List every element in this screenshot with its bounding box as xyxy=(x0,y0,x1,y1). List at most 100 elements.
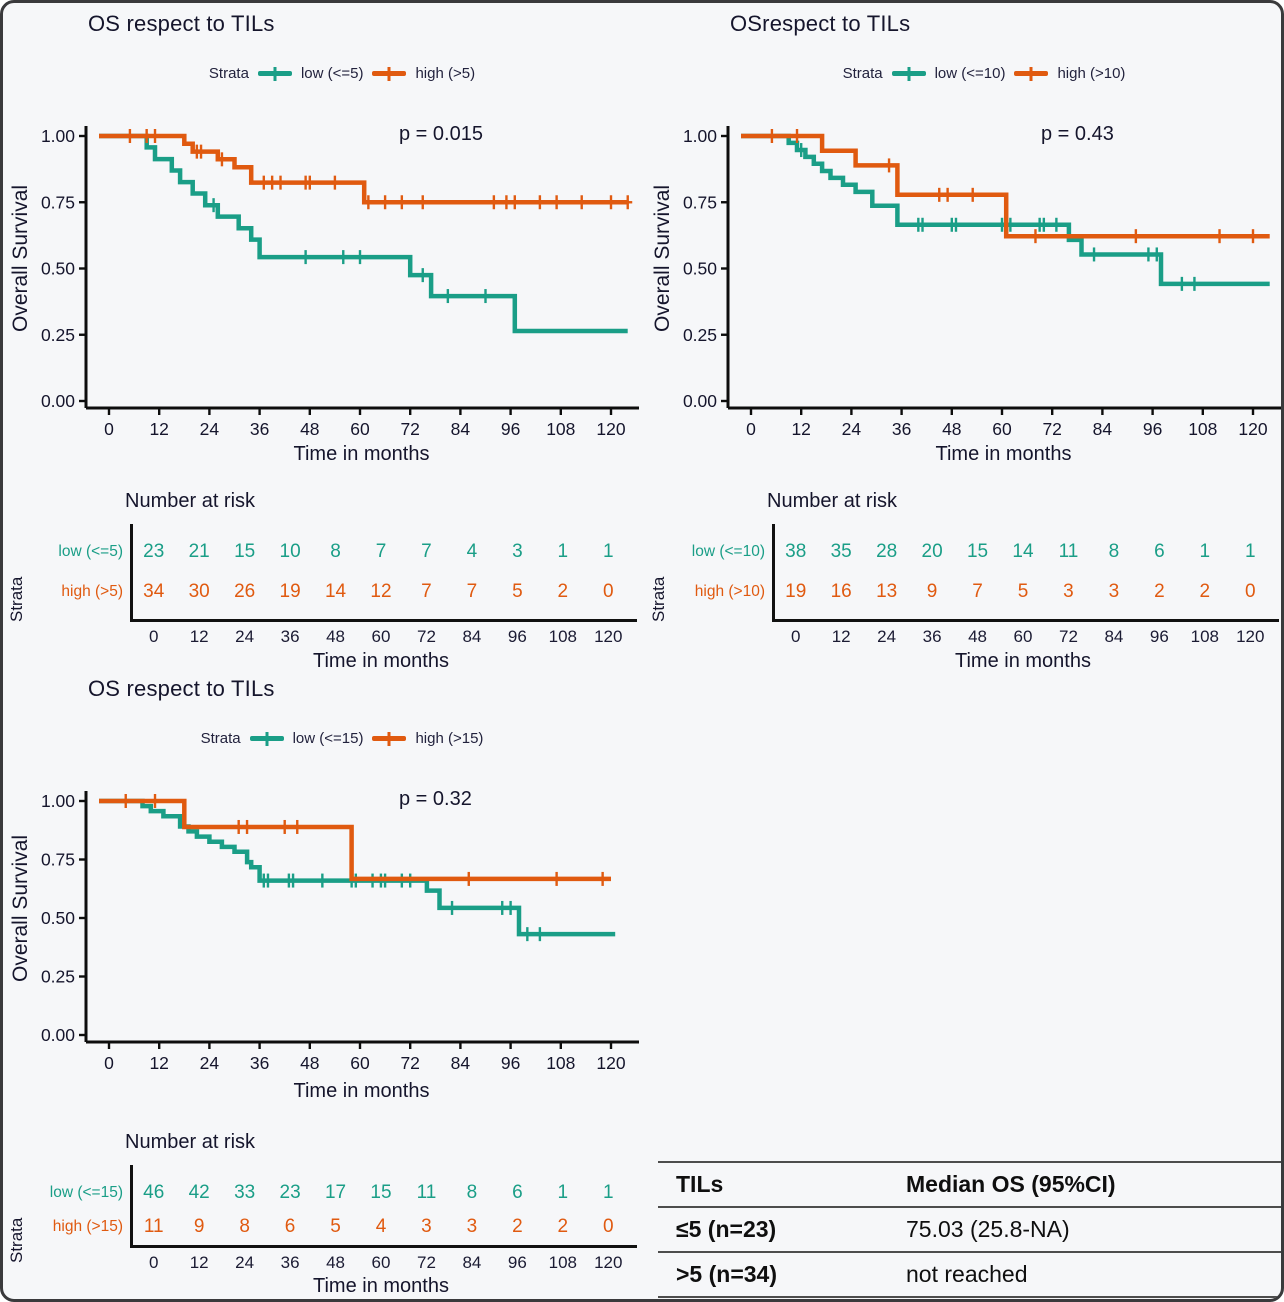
risk-count: 0 xyxy=(602,581,614,602)
y-tick-label: 1.00 xyxy=(41,126,75,146)
risk-row-label: low (<=10) xyxy=(691,543,765,560)
risk-count: 1 xyxy=(1199,541,1211,562)
km-curve-low xyxy=(99,798,616,937)
risk-count: 30 xyxy=(188,581,210,602)
x-tick-label: 36 xyxy=(250,1053,269,1073)
risk-count: 23 xyxy=(143,541,165,562)
x-tick-label: 36 xyxy=(250,419,269,439)
table-cell-median: 75.03 (25.8-NA) xyxy=(906,1216,1070,1242)
legend: Strata low (<=15) high (>15) xyxy=(3,730,645,747)
risk-count: 1 xyxy=(557,541,569,562)
risk-count: 5 xyxy=(1017,581,1029,602)
risk-tick-label: 0 xyxy=(790,627,801,646)
risk-axis-ticks: 0 12 24 36 48 60 72 84 96 108 120 xyxy=(645,624,1281,650)
risk-x-axis-label: Time in months xyxy=(313,1275,449,1297)
risk-tick-label: 36 xyxy=(280,1253,300,1272)
y-tick-label: 0.25 xyxy=(41,325,75,345)
risk-row-label: high (>15) xyxy=(52,1218,123,1235)
y-tick-label: 0.50 xyxy=(41,259,75,279)
risk-tick-label: 60 xyxy=(371,1253,391,1272)
censor-marks-high xyxy=(121,794,608,886)
risk-count: 10 xyxy=(279,541,301,562)
x-tick-label: 24 xyxy=(842,419,862,439)
x-tick-label: 60 xyxy=(350,419,370,439)
table-header-tils: TILs xyxy=(676,1171,724,1197)
risk-count: 33 xyxy=(234,1182,256,1203)
risk-count: 34 xyxy=(143,581,165,602)
risk-table: Number at risk Strata low (<=15) 46 42 33 23… xyxy=(3,1131,645,1299)
risk-count: 11 xyxy=(416,1182,437,1203)
risk-tick-label: 48 xyxy=(968,627,987,646)
risk-axis-horizontal xyxy=(772,619,1279,622)
km-plot: 0.00 0.25 0.50 0.75 1.00 0 12 24 36 48 60 72 84 96 108… xyxy=(41,126,639,439)
risk-tick-label: 96 xyxy=(507,627,527,646)
censor-marks-high xyxy=(767,129,1258,244)
panel-title: OS respect to TILs xyxy=(88,676,275,701)
y-tick-label: 0.75 xyxy=(41,850,75,870)
risk-row-label: low (<=5) xyxy=(58,543,123,560)
risk-row: low (<=5) 23 21 15 10 8 7 7 4 3 1 1 xyxy=(3,534,645,570)
risk-tick-label: 24 xyxy=(235,627,255,646)
x-tick-label: 12 xyxy=(149,1053,168,1073)
table-cell-group: >5 (n=34) xyxy=(676,1261,777,1287)
x-tick-label: 120 xyxy=(596,419,625,439)
risk-count: 7 xyxy=(972,581,983,602)
risk-count: 16 xyxy=(830,581,852,602)
risk-tick-label: 24 xyxy=(877,627,897,646)
x-axis-label: Time in months xyxy=(293,443,430,465)
risk-tick-label: 120 xyxy=(594,1253,623,1272)
risk-count: 2 xyxy=(512,1216,523,1237)
p-value: p = 0.015 xyxy=(399,123,483,145)
risk-x-axis-label: Time in months xyxy=(955,650,1091,672)
y-tick-label: 0.25 xyxy=(683,325,717,345)
x-tick-label: 108 xyxy=(546,419,575,439)
risk-tick-label: 84 xyxy=(1104,627,1124,646)
risk-count: 23 xyxy=(279,1182,301,1203)
y-tick-label: 0.00 xyxy=(683,391,717,411)
legend-marker-low-icon xyxy=(257,71,292,76)
table-row: ≤5 (n=23) 75.03 (25.8-NA) xyxy=(658,1206,1281,1251)
risk-tick-label: 84 xyxy=(462,1253,482,1272)
risk-count: 17 xyxy=(324,1182,347,1203)
risk-count: 7 xyxy=(375,541,387,562)
x-tick-label: 24 xyxy=(200,419,220,439)
risk-count: 2 xyxy=(557,581,569,602)
risk-count: 3 xyxy=(466,1216,478,1237)
risk-table: Number at risk Strata low (<=5) 23 21 15 10 8… xyxy=(3,490,645,675)
risk-count: 2 xyxy=(557,1216,569,1237)
risk-tick-label: 12 xyxy=(189,627,209,646)
risk-tick-label: 12 xyxy=(189,1253,209,1272)
legend-label-high: high (>10) xyxy=(1057,65,1126,82)
risk-count: 8 xyxy=(330,541,341,562)
legend-label-low: low (<=15) xyxy=(292,730,364,747)
y-tick-label: 0.50 xyxy=(683,259,717,279)
risk-table-title: Number at risk xyxy=(125,490,256,512)
risk-axis-horizontal xyxy=(130,1245,637,1248)
risk-count: 0 xyxy=(602,1216,614,1237)
risk-axis-horizontal xyxy=(130,619,637,622)
risk-tick-label: 108 xyxy=(548,1253,577,1272)
y-tick-label: 0.50 xyxy=(41,908,75,928)
y-tick-label: 1.00 xyxy=(683,126,717,146)
risk-row: high (>10) 19 16 13 9 7 5 3 3 2 2 0 xyxy=(645,574,1281,610)
risk-count: 4 xyxy=(375,1216,387,1237)
risk-count: 28 xyxy=(876,541,898,562)
risk-count: 7 xyxy=(421,581,432,602)
risk-x-axis-label: Time in months xyxy=(313,650,449,672)
legend-label-low: low (<=10) xyxy=(934,65,1006,82)
risk-count: 2 xyxy=(1199,581,1211,602)
legend-marker-high-icon xyxy=(372,736,407,741)
risk-table-title: Number at risk xyxy=(125,1131,256,1153)
risk-count: 11 xyxy=(1058,541,1079,562)
x-tick-label: 84 xyxy=(451,419,471,439)
risk-count: 14 xyxy=(324,581,347,602)
km-curve-low xyxy=(741,133,1270,287)
x-tick-label: 84 xyxy=(451,1053,471,1073)
risk-count: 9 xyxy=(926,581,938,602)
risk-count: 8 xyxy=(1108,541,1120,562)
km-curve-high xyxy=(99,798,611,882)
risk-count: 8 xyxy=(466,1182,478,1203)
km-panel-tils10: OSrespect to TILs Strata low (<=10) high… xyxy=(645,3,1281,679)
risk-count: 6 xyxy=(512,1182,523,1203)
